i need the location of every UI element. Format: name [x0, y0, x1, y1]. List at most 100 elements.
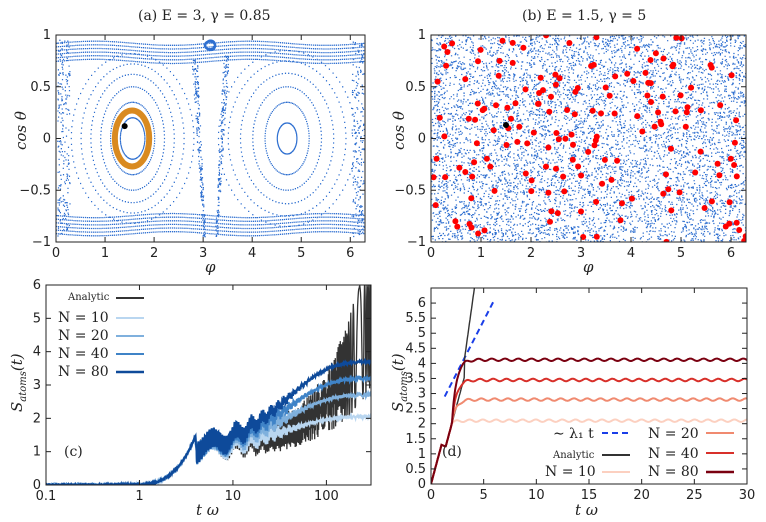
panel-d-ytick-label: 5 [418, 326, 426, 341]
legend-d-n10-label: N = 10 [545, 464, 596, 480]
panel-b-red-marker [676, 189, 683, 196]
panel-d-xtick-label: 5 [480, 488, 488, 503]
panel-c-xtick-label: 10 [225, 489, 242, 504]
panel-b-red-marker [528, 177, 535, 184]
panel-d-n80-line [431, 357, 747, 484]
panel-b-red-marker [665, 186, 672, 193]
panel-b-red-marker [585, 148, 592, 155]
panel-b-red-marker [555, 136, 562, 143]
panel-b-red-marker [608, 176, 615, 183]
panel-b-red-marker [660, 190, 667, 197]
panel-b-red-marker [672, 108, 679, 115]
panel-b-red-marker [520, 44, 527, 51]
panel-b-red-marker [591, 142, 598, 149]
panel-b-red-marker [578, 208, 584, 215]
panel-a-xtick-label: 0 [52, 246, 60, 261]
panel-b-red-marker [543, 163, 549, 170]
panel-b-red-marker [530, 129, 537, 136]
panel-b-red-marker [552, 81, 559, 88]
panel-b-red-marker [599, 180, 606, 187]
panel-b-red-marker [432, 202, 439, 209]
panel-b-red-marker [483, 155, 490, 162]
panel-d-xtick-label: 25 [686, 488, 703, 503]
panel-b-ylabel: cos θ [390, 111, 408, 150]
panel-b-red-marker [554, 210, 561, 217]
panel-b-red-marker [697, 107, 704, 114]
panel-c-ytick-label: 5 [33, 311, 41, 326]
panel-b-red-marker [452, 218, 459, 225]
panel-b-red-marker [495, 72, 502, 79]
panel-d-ytick-label: 3 [418, 387, 426, 402]
panel-b-red-marker [514, 138, 521, 145]
panel-b-red-marker [499, 37, 506, 44]
panel-b-red-marker [688, 84, 695, 91]
panel-b-red-marker [575, 163, 582, 170]
panel-b-red-marker [634, 113, 641, 120]
legend-d-lambda-label: ∼ λ₁ t [553, 426, 594, 442]
panel-a-xtick-label: 6 [346, 246, 354, 261]
panel-a-ytick-label: 0.5 [30, 80, 51, 95]
panel-b-red-marker [651, 123, 658, 130]
panel-d-xtick-label: 20 [633, 488, 650, 503]
panel-b-xtick-label: 1 [477, 246, 485, 261]
panel-c-label: (c) [64, 444, 83, 460]
panel-a-plot [56, 39, 365, 238]
panel-b-red-marker [619, 200, 625, 207]
panel-b-red-marker [569, 156, 576, 163]
panel-b-title: (b) E = 1.5, γ = 5 [522, 8, 646, 24]
panel-b-red-marker [570, 141, 576, 148]
panel-b-red-marker [630, 78, 637, 84]
panel-b-red-marker [462, 169, 469, 175]
panel-b-red-marker [611, 110, 618, 117]
panel-b-red-marker [553, 165, 559, 172]
panel-d-ytick-label: 0 [418, 477, 426, 492]
panel-b-red-marker [580, 234, 587, 240]
panel-a-blue-orbits [56, 39, 365, 238]
panel-b-red-marker [683, 109, 690, 116]
panel-b-red-marker [634, 45, 641, 52]
panel-b-red-marker [655, 109, 662, 116]
panel-b-xtick-label: 0 [427, 246, 435, 261]
panel-b-xtick-label: 4 [627, 246, 635, 261]
panel-b-red-marker [673, 35, 680, 41]
panel-b-red-marker [647, 57, 654, 63]
panel-c-ytick-label: 3 [33, 378, 41, 393]
panel-b-red-marker [508, 115, 514, 122]
panel-b-red-marker [708, 198, 715, 205]
panel-c-n80-line [46, 357, 371, 485]
panel-b-red-marker [468, 224, 475, 231]
panel-b-red-marker [601, 156, 608, 163]
panel-b-red-marker [678, 35, 685, 42]
panel-b-red-marker [454, 223, 461, 230]
panel-a-xtick-label: 4 [248, 246, 256, 261]
panel-b-red-marker [568, 131, 575, 138]
panel-b-red-marker [472, 116, 479, 123]
panel-d-ytick-label: 4.5 [405, 341, 426, 356]
panel-b-red-marker [731, 162, 738, 168]
legend-c-analytic-label: Analytic [67, 292, 110, 303]
panel-b-xtick-label: 2 [527, 246, 535, 261]
panel-b-red-marker [503, 142, 510, 148]
panel-b-red-marker [462, 76, 469, 83]
panel-b-red-marker [552, 71, 559, 78]
panel-a-xtick-label: 1 [101, 246, 109, 261]
panel-b-red-marker [714, 160, 721, 167]
panel-b-red-marker [490, 127, 497, 134]
panel-c-n10-line [46, 412, 371, 485]
panel-b-red-marker [663, 171, 669, 178]
panel-b-red-marker [441, 133, 448, 140]
legend-d-n80-label: N = 80 [648, 464, 699, 480]
panel-b-red-marker [528, 188, 535, 195]
panel-b-red-marker [697, 148, 704, 155]
panel-d-ytick-label: 4 [418, 356, 426, 371]
panel-c-xtick-label: 0.1 [36, 489, 57, 504]
panel-b-red-marker [477, 46, 484, 53]
panel-b-red-marker [479, 107, 486, 114]
panel-b-red-marker [471, 159, 478, 166]
panel-b-red-marker [722, 223, 729, 230]
panel-c-xtick-label: 100 [314, 489, 339, 504]
panel-b-red-marker [493, 102, 499, 109]
panel-b-red-marker [727, 155, 734, 162]
panel-a-ytick-label: −1 [32, 235, 51, 250]
panel-d-xtick-label: 15 [581, 488, 598, 503]
